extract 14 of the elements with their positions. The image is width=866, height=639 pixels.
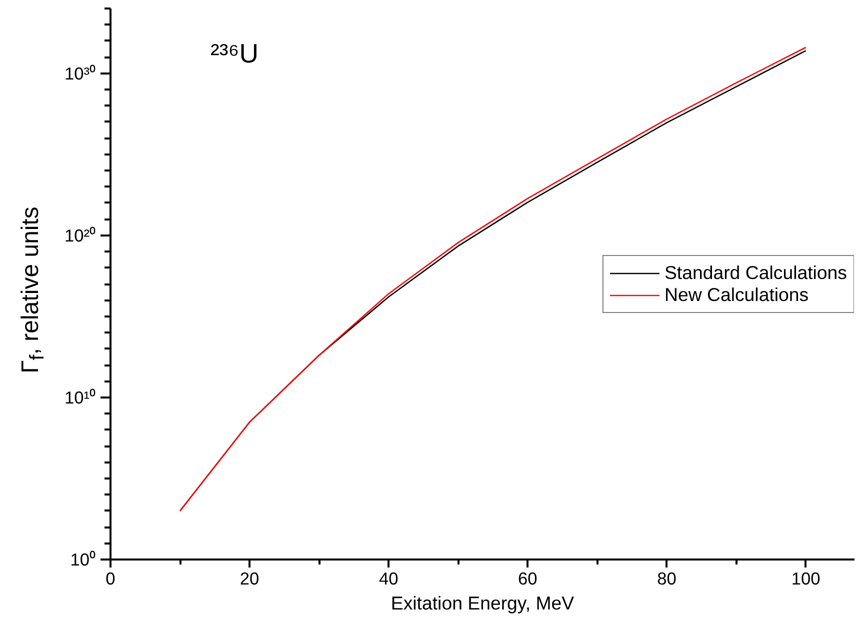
legend-label: New Calculations — [664, 284, 809, 306]
annotation: ²³⁶U — [210, 38, 258, 68]
y-tick-label: 10⁰ — [70, 550, 96, 570]
x-tick-label: 40 — [378, 568, 398, 588]
y-tick-label: 10¹⁰ — [64, 387, 96, 408]
x-tick-label: 20 — [240, 568, 260, 588]
legend-label: Standard Calculations — [664, 262, 847, 284]
x-axis-title: Exitation Energy, MeV — [390, 592, 575, 614]
x-tick-label: 0 — [106, 568, 116, 588]
x-tick-label: 60 — [518, 568, 538, 588]
x-tick-label: 100 — [791, 568, 820, 588]
y-tick-label: 10²⁰ — [64, 225, 96, 246]
y-tick-label: 10³⁰ — [64, 63, 96, 84]
x-tick-label: 80 — [657, 568, 676, 588]
